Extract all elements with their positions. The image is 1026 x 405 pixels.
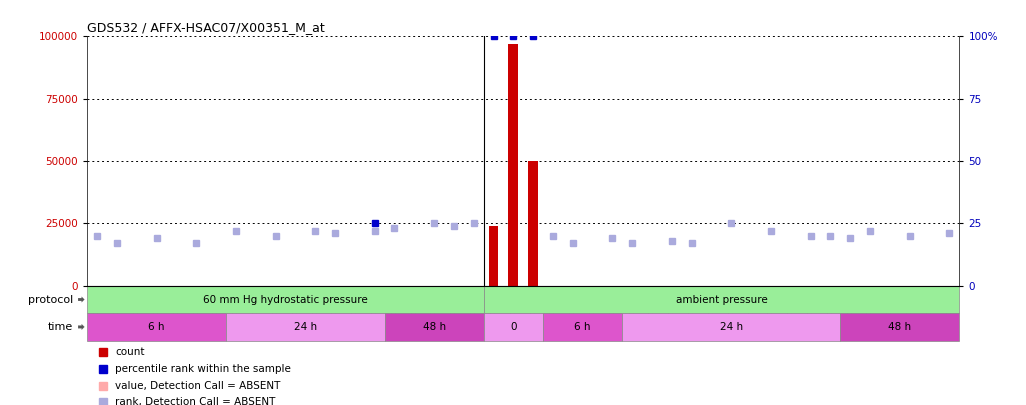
Bar — [623, 313, 840, 341]
Text: 0: 0 — [510, 322, 517, 332]
Text: 48 h: 48 h — [889, 322, 911, 332]
Bar — [509, 44, 518, 286]
Bar — [483, 313, 543, 341]
Bar — [87, 286, 483, 313]
Bar — [226, 313, 385, 341]
Bar — [385, 313, 483, 341]
Text: percentile rank within the sample: percentile rank within the sample — [115, 364, 291, 374]
Text: time: time — [48, 322, 73, 332]
Text: ambient pressure: ambient pressure — [675, 294, 767, 305]
Bar — [483, 286, 959, 313]
Text: 60 mm Hg hydrostatic pressure: 60 mm Hg hydrostatic pressure — [203, 294, 367, 305]
Text: 6 h: 6 h — [575, 322, 591, 332]
Text: count: count — [115, 347, 145, 357]
Text: 6 h: 6 h — [149, 322, 165, 332]
Text: GDS532 / AFFX-HSAC07/X00351_M_at: GDS532 / AFFX-HSAC07/X00351_M_at — [87, 21, 325, 34]
Text: 24 h: 24 h — [293, 322, 317, 332]
Text: rank, Detection Call = ABSENT: rank, Detection Call = ABSENT — [115, 397, 276, 405]
Bar — [840, 313, 959, 341]
Text: 48 h: 48 h — [423, 322, 445, 332]
Bar — [528, 161, 538, 286]
Text: 24 h: 24 h — [720, 322, 743, 332]
Bar — [87, 313, 226, 341]
Text: protocol: protocol — [28, 294, 73, 305]
Bar — [543, 313, 623, 341]
Text: value, Detection Call = ABSENT: value, Detection Call = ABSENT — [115, 381, 280, 390]
Bar — [488, 226, 499, 286]
